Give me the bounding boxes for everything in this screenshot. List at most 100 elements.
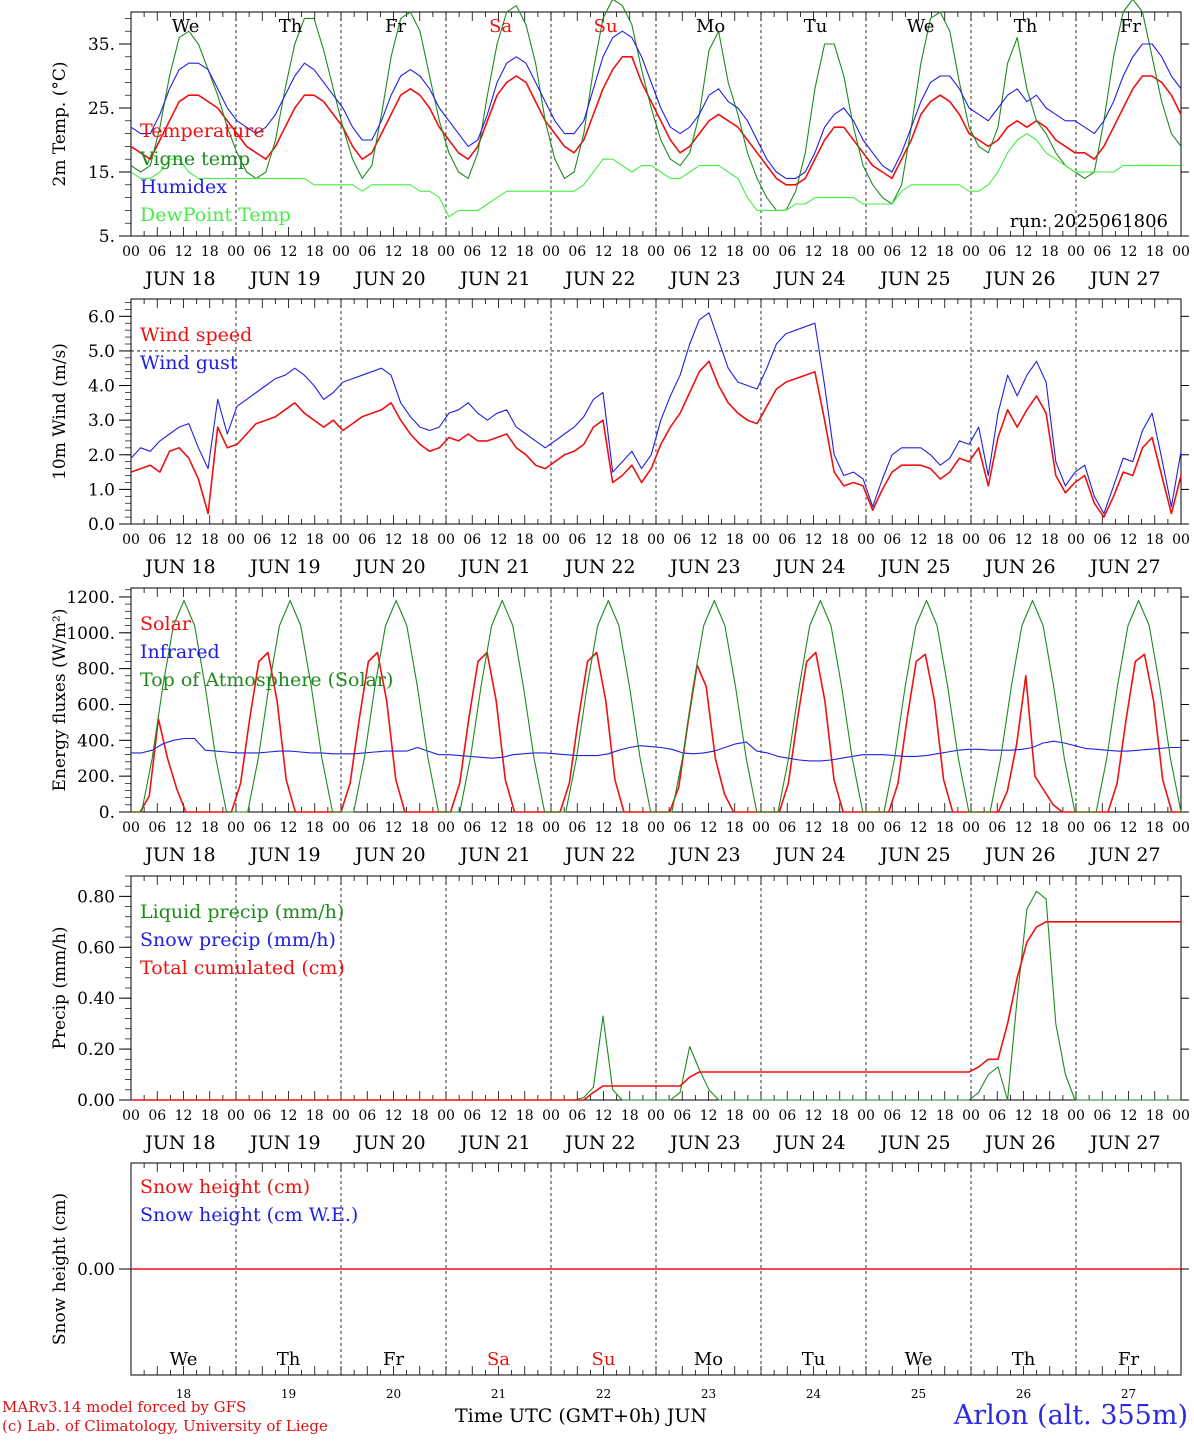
date-label: JUN 20 — [353, 556, 425, 578]
hour-label: 00 — [332, 1108, 350, 1124]
hour-label: 00 — [122, 1108, 140, 1124]
series-line-humidex — [130, 30, 1182, 179]
hour-label: 12 — [490, 1108, 508, 1124]
day-number-label: 26 — [1016, 1387, 1031, 1401]
weekday-label: Th — [277, 1349, 301, 1370]
hour-label: 18 — [936, 1108, 954, 1124]
hour-label: 12 — [175, 532, 193, 548]
station-label: Arlon (alt. 355m) — [953, 1400, 1188, 1431]
y-tick-label: 800. — [77, 660, 115, 680]
hour-label: 12 — [490, 820, 508, 836]
hour-label: 00 — [332, 532, 350, 548]
hour-label: 12 — [280, 532, 298, 548]
hour-label: 18 — [621, 244, 639, 260]
hour-label: 12 — [1015, 1108, 1033, 1124]
hour-label: 12 — [175, 820, 193, 836]
hour-label: 18 — [516, 244, 534, 260]
date-label: JUN 22 — [563, 268, 635, 290]
day-number-label: 21 — [491, 1387, 506, 1401]
run-label: run: 2025061806 — [1010, 211, 1168, 232]
legend-entry: Top of Atmosphere (Solar) — [140, 669, 393, 691]
date-label: JUN 24 — [773, 844, 845, 866]
date-label: JUN 23 — [668, 844, 740, 866]
legend-entry: Wind gust — [140, 352, 238, 374]
hour-label: 00 — [752, 244, 770, 260]
weekday-label: Fr — [1120, 16, 1141, 37]
hour-label: 12 — [280, 244, 298, 260]
hour-label: 18 — [201, 244, 219, 260]
y-tick-label: 35. — [88, 35, 115, 55]
hour-label: 06 — [778, 1108, 796, 1124]
hour-label: 12 — [490, 244, 508, 260]
x-axis-title: Time UTC (GMT+0h) JUN — [455, 1405, 707, 1427]
day-number-label: 23 — [701, 1387, 716, 1401]
date-label: JUN 24 — [773, 1132, 845, 1154]
hour-label: 12 — [280, 820, 298, 836]
hour-label: 06 — [568, 244, 586, 260]
hour-label: 12 — [1015, 244, 1033, 260]
day-number-label: 24 — [806, 1387, 822, 1401]
date-label: JUN 26 — [983, 1132, 1055, 1154]
legend-entry: Infrared — [140, 641, 220, 663]
hour-label: 06 — [253, 820, 271, 836]
hour-label: 06 — [883, 1108, 901, 1124]
footer-credits: MARv3.14 model forced by GFS (c) Lab. of… — [2, 1398, 328, 1436]
hour-label: 12 — [700, 244, 718, 260]
y-axis-label: Snow height (cm) — [50, 1193, 70, 1345]
legend-entry: Humidex — [140, 176, 227, 198]
date-label: JUN 23 — [668, 268, 740, 290]
day-number-label: 20 — [386, 1387, 401, 1401]
hour-label: 12 — [910, 820, 928, 836]
hour-label: 18 — [1041, 1108, 1059, 1124]
legend-entry: Total cumulated (cm) — [140, 957, 345, 979]
weekday-label: Sa — [489, 16, 512, 37]
series-line-dewpoint-temp — [130, 133, 1181, 218]
model-label: MARv3.14 model forced by GFS — [2, 1398, 247, 1416]
hour-label: 06 — [568, 532, 586, 548]
hour-label: 12 — [700, 1108, 718, 1124]
hour-label: 06 — [148, 532, 166, 548]
hour-label: 00 — [542, 532, 560, 548]
date-label: JUN 25 — [878, 556, 950, 578]
hour-label: 18 — [1041, 244, 1059, 260]
panel-1: 5. 15. 25. 35. 2m Temp. (°C) Temperature Vigne… — [50, 0, 1190, 290]
date-label: JUN 27 — [1088, 268, 1160, 290]
hour-label: 18 — [1146, 1108, 1164, 1124]
hour-label: 12 — [385, 820, 403, 836]
hour-label: 00 — [962, 820, 980, 836]
hour-label: 12 — [595, 820, 613, 836]
hour-label: 12 — [700, 532, 718, 548]
legend-entry: Snow height (cm W.E.) — [140, 1204, 358, 1226]
hour-label: 06 — [988, 820, 1006, 836]
hour-label: 18 — [831, 532, 849, 548]
hour-label: 00 — [1067, 244, 1085, 260]
hour-label: 12 — [490, 532, 508, 548]
date-label: JUN 19 — [248, 268, 320, 290]
hour-label: 18 — [936, 244, 954, 260]
y-tick-label: 0.40 — [77, 989, 115, 1009]
hour-label: 12 — [1120, 1108, 1138, 1124]
hour-label: 12 — [910, 1108, 928, 1124]
weekday-label: We — [907, 16, 935, 37]
panel-2: 0.0 1.0 2.0 3.0 4.0 5.0 6.0 10m Wind (m/s) Wind … — [50, 298, 1190, 578]
hour-label: 06 — [778, 244, 796, 260]
y-tick-label: 0.20 — [77, 1040, 115, 1060]
hour-label: 06 — [568, 1108, 586, 1124]
date-label: JUN 27 — [1088, 1132, 1160, 1154]
hour-label: 12 — [1015, 820, 1033, 836]
date-label: JUN 19 — [248, 844, 320, 866]
hour-label: 18 — [621, 820, 639, 836]
hour-label: 18 — [726, 532, 744, 548]
y-tick-label: 3.0 — [88, 411, 115, 431]
hour-label: 00 — [1172, 1108, 1190, 1124]
hour-label: 18 — [831, 820, 849, 836]
weekday-label: Sa — [487, 1349, 510, 1370]
plot-frame — [130, 298, 1182, 525]
hour-label: 06 — [148, 244, 166, 260]
hour-label: 18 — [306, 820, 324, 836]
hour-label: 12 — [805, 244, 823, 260]
hour-label: 18 — [1041, 532, 1059, 548]
y-tick-label: 0.0 — [88, 515, 115, 535]
legend-entry: Snow height (cm) — [140, 1176, 310, 1198]
hour-label: 06 — [673, 1108, 691, 1124]
